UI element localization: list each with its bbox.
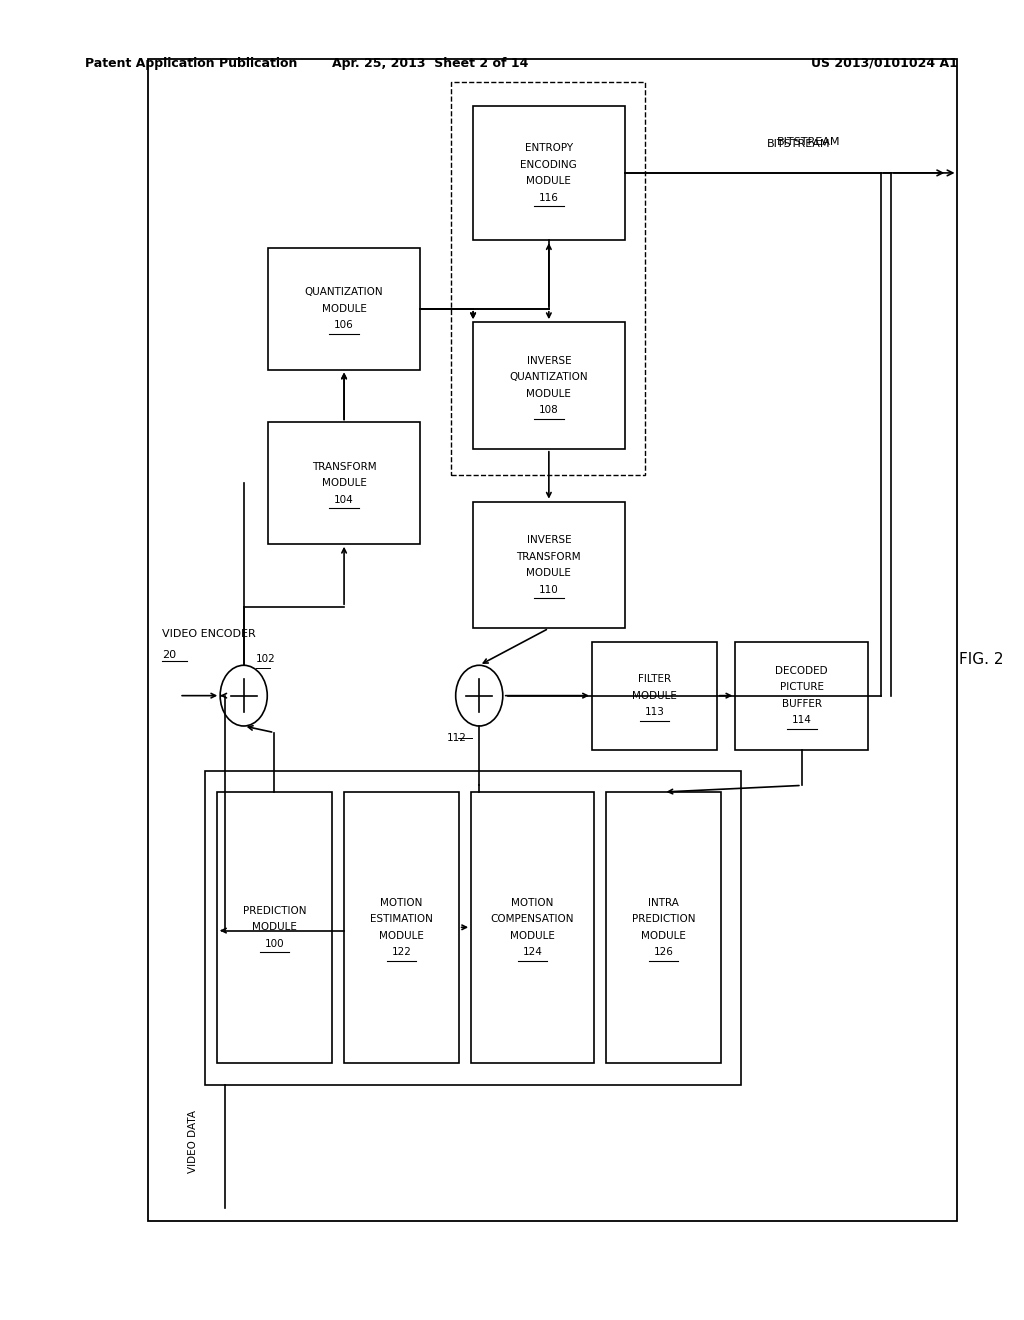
Bar — [268, 422, 420, 544]
Text: MODULE: MODULE — [526, 176, 571, 186]
Bar — [268, 248, 420, 370]
Text: DECODED: DECODED — [775, 665, 828, 676]
Bar — [606, 792, 721, 1063]
Text: 124: 124 — [522, 946, 543, 957]
Text: BITSTREAM: BITSTREAM — [777, 136, 841, 147]
Bar — [735, 642, 868, 750]
Bar — [471, 792, 594, 1063]
Text: BUFFER: BUFFER — [781, 698, 822, 709]
Text: 122: 122 — [391, 946, 412, 957]
Bar — [217, 792, 332, 1063]
Text: MODULE: MODULE — [510, 931, 555, 941]
Text: ESTIMATION: ESTIMATION — [370, 913, 433, 924]
Text: 110: 110 — [539, 585, 559, 595]
Text: MODULE: MODULE — [641, 931, 686, 941]
Text: INVERSE: INVERSE — [526, 355, 571, 366]
Bar — [473, 502, 625, 628]
Text: US 2013/0101024 A1: US 2013/0101024 A1 — [811, 57, 957, 70]
Text: INTRA: INTRA — [648, 898, 679, 908]
Text: QUANTIZATION: QUANTIZATION — [305, 288, 383, 297]
Bar — [592, 642, 717, 750]
Text: MODULE: MODULE — [379, 931, 424, 941]
Bar — [344, 792, 459, 1063]
Text: 104: 104 — [334, 495, 354, 504]
Text: INVERSE: INVERSE — [526, 535, 571, 545]
Text: ENCODING: ENCODING — [520, 160, 578, 170]
Text: MODULE: MODULE — [322, 304, 367, 314]
Text: 100: 100 — [264, 939, 285, 949]
Text: ENTROPY: ENTROPY — [525, 143, 572, 153]
Text: 126: 126 — [653, 946, 674, 957]
Text: TRANSFORM: TRANSFORM — [311, 462, 377, 471]
Text: 116: 116 — [539, 193, 559, 203]
Text: MODULE: MODULE — [252, 923, 297, 932]
Text: 113: 113 — [644, 708, 665, 717]
Text: MODULE: MODULE — [526, 568, 571, 578]
Text: 114: 114 — [792, 715, 812, 726]
Text: 102: 102 — [256, 653, 275, 664]
Text: 106: 106 — [334, 321, 354, 330]
Text: MODULE: MODULE — [322, 478, 367, 488]
Text: MODULE: MODULE — [526, 388, 571, 399]
Text: PREDICTION: PREDICTION — [243, 906, 306, 916]
Text: 20: 20 — [162, 649, 176, 660]
Text: COMPENSATION: COMPENSATION — [490, 913, 574, 924]
Bar — [148, 59, 957, 1221]
Text: BITSTREAM: BITSTREAM — [767, 139, 830, 149]
Text: MODULE: MODULE — [632, 690, 677, 701]
Text: FILTER: FILTER — [638, 675, 671, 684]
Text: PICTURE: PICTURE — [780, 682, 823, 693]
Text: MOTION: MOTION — [511, 898, 554, 908]
Text: Patent Application Publication: Patent Application Publication — [85, 57, 297, 70]
Bar — [473, 322, 625, 449]
Text: TRANSFORM: TRANSFORM — [516, 552, 582, 562]
Text: QUANTIZATION: QUANTIZATION — [510, 372, 588, 383]
Text: PREDICTION: PREDICTION — [632, 913, 695, 924]
Bar — [451, 82, 645, 475]
Text: 112: 112 — [447, 733, 467, 743]
Bar — [205, 771, 741, 1085]
Text: 108: 108 — [539, 405, 559, 416]
Text: MOTION: MOTION — [380, 898, 423, 908]
Text: Apr. 25, 2013  Sheet 2 of 14: Apr. 25, 2013 Sheet 2 of 14 — [332, 57, 528, 70]
Bar — [473, 106, 625, 240]
Text: FIG. 2: FIG. 2 — [958, 652, 1004, 668]
Text: VIDEO DATA: VIDEO DATA — [187, 1110, 198, 1173]
Text: VIDEO ENCODER: VIDEO ENCODER — [162, 628, 256, 639]
